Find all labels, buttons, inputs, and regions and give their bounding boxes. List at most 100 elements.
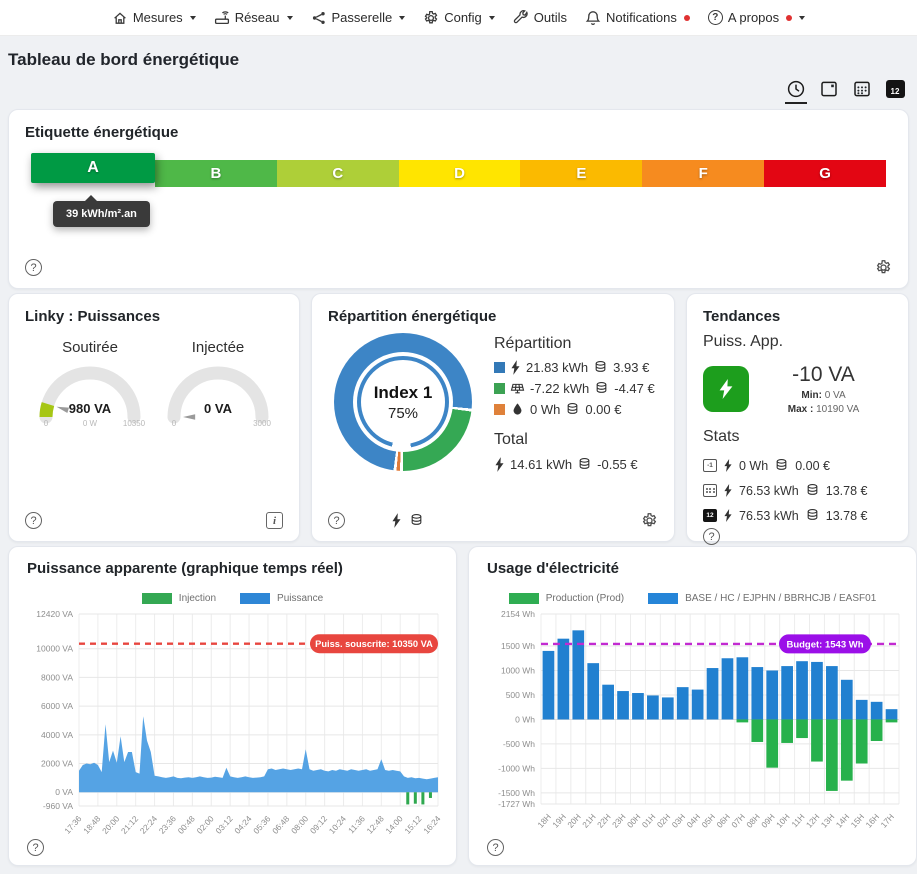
svg-text:12H: 12H	[804, 811, 822, 829]
help-button[interactable]	[27, 839, 44, 856]
period-realtime-button[interactable]	[784, 77, 808, 104]
svg-text:18:48: 18:48	[81, 813, 103, 835]
cost-value: 13.78 €	[825, 483, 868, 498]
svg-text:23H: 23H	[610, 811, 628, 829]
card-title: Répartition énergétique	[328, 308, 497, 325]
svg-text:-500 Wh: -500 Wh	[503, 739, 535, 749]
energy-value-tooltip: 39 kWh/m².an	[53, 195, 150, 227]
chevron-down-icon	[488, 15, 495, 20]
wrench-icon	[513, 10, 529, 26]
apparent-power-chart-card: Puissance apparente (graphique temps rée…	[8, 546, 457, 866]
help-button[interactable]	[703, 528, 720, 545]
svg-text:2154 Wh: 2154 Wh	[501, 609, 535, 619]
nav-label: A propos	[727, 10, 780, 25]
svg-text:10H: 10H	[774, 811, 792, 829]
energy-class-g: G	[764, 160, 886, 187]
svg-text:06:48: 06:48	[270, 813, 292, 835]
settings-button[interactable]	[875, 259, 892, 276]
clock-icon	[786, 79, 806, 99]
svg-text:-1727 Wh: -1727 Wh	[498, 799, 535, 809]
svg-text:18H: 18H	[535, 811, 553, 829]
chevron-down-icon	[799, 15, 806, 20]
legend-item[interactable]: BASE / HC / EJPHN / BBRHCJB / EASF01	[648, 592, 876, 604]
total-cost: -0.55 €	[597, 457, 638, 472]
legend-row-water: 0 Wh 0.00 €	[494, 402, 658, 417]
bolt-icon	[723, 484, 733, 497]
display-mode-icons[interactable]	[391, 513, 424, 528]
nav-mesures[interactable]: Mesures	[112, 10, 196, 26]
chevron-down-icon	[399, 15, 406, 20]
yesterday-icon: -1	[703, 459, 717, 472]
router-icon	[214, 10, 230, 26]
svg-text:-1000 Wh: -1000 Wh	[498, 763, 535, 773]
svg-text:1000 Wh: 1000 Wh	[501, 665, 535, 675]
svg-text:0 VA: 0 VA	[55, 787, 73, 797]
svg-text:Puiss. souscrite: 10350 VA: Puiss. souscrite: 10350 VA	[315, 639, 433, 649]
nav-passerelle[interactable]: Passerelle	[311, 10, 406, 26]
legend-label: Production (Prod)	[545, 592, 625, 604]
legend-item[interactable]: Production (Prod)	[508, 592, 625, 604]
help-button[interactable]	[487, 839, 504, 856]
card-title: Linky : Puissances	[25, 308, 161, 325]
info-button[interactable]	[266, 512, 283, 529]
svg-text:14:00: 14:00	[383, 813, 405, 835]
coins-icon	[805, 508, 820, 523]
today-icon	[819, 79, 839, 99]
help-button[interactable]	[25, 512, 42, 529]
legend-item[interactable]: Injection	[141, 592, 217, 604]
calendar-12-icon: 12	[703, 509, 717, 522]
chart-legend: Injection Puissance	[19, 591, 446, 606]
svg-text:17H: 17H	[878, 811, 896, 829]
nav-config[interactable]: Config	[423, 10, 495, 26]
help-button[interactable]	[25, 259, 42, 276]
nav-label: Passerelle	[331, 10, 393, 25]
energy-distribution-card: Répartition énergétique Index 1 75%	[311, 293, 675, 542]
svg-text:6000 VA: 6000 VA	[41, 701, 73, 711]
legend-label: Puissance	[277, 592, 324, 604]
svg-text:10:24: 10:24	[327, 813, 349, 835]
distribution-legend: Répartition 21.83 kWh 3.93 € -7.22 kWh -…	[494, 333, 658, 478]
nav-reseau[interactable]: Réseau	[214, 10, 293, 26]
bolt-icon	[391, 513, 402, 528]
chart-legend: Production (Prod) BASE / HC / EJPHN / BBR…	[479, 591, 906, 606]
svg-text:20:00: 20:00	[100, 813, 122, 835]
nav-notifications[interactable]: Notifications	[585, 10, 690, 26]
svg-text:04:24: 04:24	[232, 813, 254, 835]
legend-swatch	[508, 592, 539, 604]
notification-dot	[786, 14, 793, 21]
stat-row-yesterday: -1 0 Wh 0.00 €	[703, 458, 892, 473]
period-day-button[interactable]	[817, 77, 841, 101]
svg-text:0: 0	[172, 419, 177, 426]
page-header: Tableau de bord énergétique	[0, 36, 917, 70]
help-button[interactable]	[328, 512, 345, 529]
svg-text:Budget: 1543 Wh: Budget: 1543 Wh	[786, 639, 863, 650]
nav-apropos[interactable]: A propos	[707, 10, 806, 25]
svg-text:4000 VA: 4000 VA	[41, 729, 73, 739]
svg-text:0 W: 0 W	[83, 419, 98, 426]
home-icon	[112, 10, 128, 26]
help-icon	[707, 10, 723, 25]
bolt-icon	[714, 377, 738, 401]
svg-text:15H: 15H	[849, 811, 867, 829]
legend-label: Injection	[178, 592, 217, 604]
gauge-label: Injectée	[191, 339, 245, 356]
power-tile	[703, 366, 749, 412]
bell-icon	[585, 10, 601, 26]
svg-text:12:48: 12:48	[364, 813, 386, 835]
nav-outils[interactable]: Outils	[513, 10, 567, 26]
energy-value: -7.22 kWh	[530, 381, 590, 396]
energy-classes: A B C D E F G 39 kWh/m².an	[25, 153, 892, 241]
period-custom-day-button[interactable]: 12	[883, 77, 907, 101]
svg-text:500 Wh: 500 Wh	[506, 690, 536, 700]
trend-value: -10 VA	[792, 363, 855, 386]
gauge-label: Soutirée	[62, 339, 118, 356]
color-swatch	[494, 404, 505, 415]
total-energy: 14.61 kWh	[510, 457, 573, 472]
stat-row-month: 76.53 kWh 13.78 €	[703, 483, 892, 498]
period-month-button[interactable]	[850, 77, 874, 101]
settings-button[interactable]	[641, 512, 658, 529]
donut-center-value: 75%	[387, 404, 419, 422]
bolt-icon	[510, 360, 521, 375]
svg-text:00:48: 00:48	[176, 813, 198, 835]
legend-item[interactable]: Puissance	[240, 592, 324, 604]
